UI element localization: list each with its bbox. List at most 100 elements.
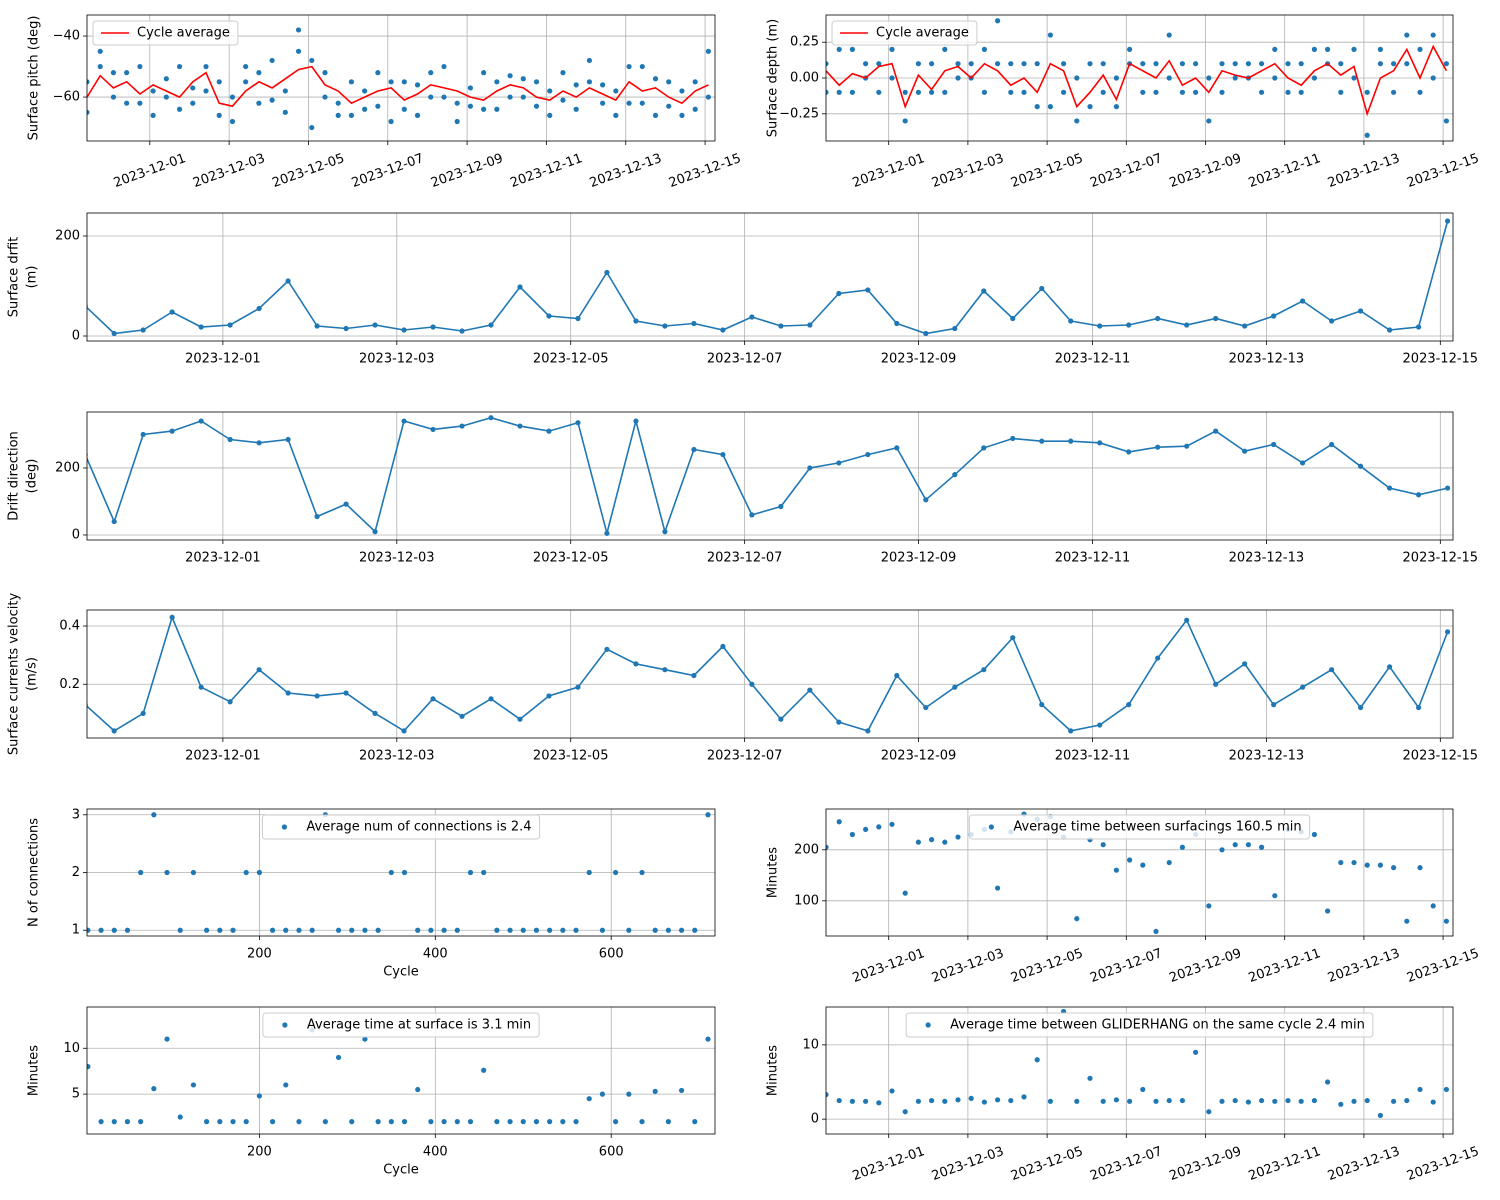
data-point <box>560 1119 566 1125</box>
y-tick-label: 200 <box>55 229 80 244</box>
data-point <box>533 927 540 933</box>
data-point <box>1184 617 1190 623</box>
data-point <box>942 839 948 845</box>
x-tick-label: 2023-12-13 <box>1229 749 1305 764</box>
data-point <box>372 322 378 328</box>
y-axis-label: Minutes <box>766 1045 781 1096</box>
x-tick-label: 2023-12-05 <box>1009 1144 1085 1184</box>
data-point <box>322 70 328 76</box>
data-point <box>981 89 988 95</box>
data-point <box>163 76 169 82</box>
data-point <box>863 61 869 67</box>
data-point <box>1206 1109 1212 1115</box>
data-point <box>929 837 935 843</box>
y-tick-label: 0 <box>811 1112 819 1127</box>
data-point <box>269 1119 276 1125</box>
data-point <box>1068 438 1074 444</box>
data-point <box>1417 89 1423 95</box>
data-point <box>1417 1086 1423 1093</box>
data-point <box>995 18 1001 24</box>
data-point <box>955 61 961 67</box>
data-point <box>1232 61 1238 67</box>
data-point <box>573 106 579 112</box>
data-point <box>1259 1097 1265 1104</box>
plot-area <box>87 812 711 933</box>
x-tick-label: 2023-12-05 <box>533 749 609 764</box>
x-tick-label: 2023-12-05 <box>1009 151 1085 191</box>
data-point <box>520 927 526 933</box>
data-point <box>662 323 668 329</box>
data-point <box>1127 1098 1133 1104</box>
data-point <box>652 927 658 933</box>
data-point <box>1232 75 1238 81</box>
legend: Average num of connections is 2.4 <box>261 814 541 840</box>
data-point <box>309 124 315 131</box>
data-point <box>150 88 156 94</box>
legend-label: Average time between GLIDERHANG on the s… <box>950 1018 1365 1033</box>
data-point <box>849 831 856 838</box>
legend-swatch <box>925 1022 931 1028</box>
y-tick-label: 10 <box>63 1041 80 1056</box>
y-tick-label: 0 <box>72 329 80 344</box>
x-tick-label: 2023-12-01 <box>851 1144 927 1184</box>
data-point <box>1242 448 1248 454</box>
legend-label: Average num of connections is 2.4 <box>306 820 531 835</box>
data-point <box>269 57 275 64</box>
data-point <box>626 927 632 933</box>
data-point <box>494 106 500 112</box>
subplot: 1 2 3 200 400 600 N of connections Cycle Average… <box>27 807 716 980</box>
data-point <box>1074 1098 1080 1104</box>
data-point <box>1325 908 1331 914</box>
data-point <box>942 1098 948 1104</box>
data-point <box>1242 661 1248 667</box>
x-tick-label: 2023-12-07 <box>1088 1144 1164 1184</box>
x-tick-label: 2023-12-09 <box>429 151 505 191</box>
data-point <box>362 1036 368 1042</box>
data-point <box>430 324 436 330</box>
x-tick-label: 2023-12-03 <box>930 151 1006 191</box>
data-point <box>401 869 408 876</box>
data-point <box>1351 1098 1357 1104</box>
data-point <box>1404 61 1410 67</box>
data-point <box>1430 32 1436 38</box>
data-point <box>124 70 130 76</box>
data-point <box>467 103 474 109</box>
data-point <box>889 46 895 52</box>
data-point <box>1166 75 1172 81</box>
data-point <box>1039 438 1045 444</box>
data-point <box>296 1119 302 1125</box>
x-tick-label: 2023-12-09 <box>881 551 957 566</box>
data-point <box>1430 75 1436 81</box>
data-point <box>415 1086 421 1093</box>
x-tick-label: 2023-12-01 <box>851 946 927 986</box>
x-tick-label: 2023-12-15 <box>1405 946 1481 986</box>
data-point <box>1034 1057 1040 1063</box>
average-line <box>87 65 709 108</box>
data-point <box>401 418 407 424</box>
data-point <box>1087 61 1093 67</box>
y-tick-label: 10 <box>802 1037 819 1052</box>
data-point <box>372 529 378 535</box>
data-point <box>836 819 842 825</box>
y-tick-label: 0.00 <box>790 71 819 86</box>
data-point <box>1325 46 1331 52</box>
data-point <box>507 94 513 100</box>
legend-box <box>262 1012 540 1038</box>
data-point <box>295 48 302 54</box>
data-point <box>1415 704 1422 711</box>
data-point <box>1358 463 1364 469</box>
y-axis-label: Surface currents velocity <box>7 593 22 756</box>
plot-area <box>87 614 1451 734</box>
data-point <box>705 94 711 100</box>
data-point <box>1377 61 1383 67</box>
axes-frame <box>825 808 1454 937</box>
data-point <box>929 89 935 95</box>
data-point <box>1259 89 1265 95</box>
data-point <box>1272 1098 1278 1104</box>
data-point <box>1206 75 1212 81</box>
data-point <box>190 869 197 876</box>
y-axis-label: Minutes <box>27 1045 42 1096</box>
data-point <box>401 728 407 734</box>
data-point <box>1285 1097 1291 1104</box>
x-tick-label: 2023-12-09 <box>881 749 957 764</box>
